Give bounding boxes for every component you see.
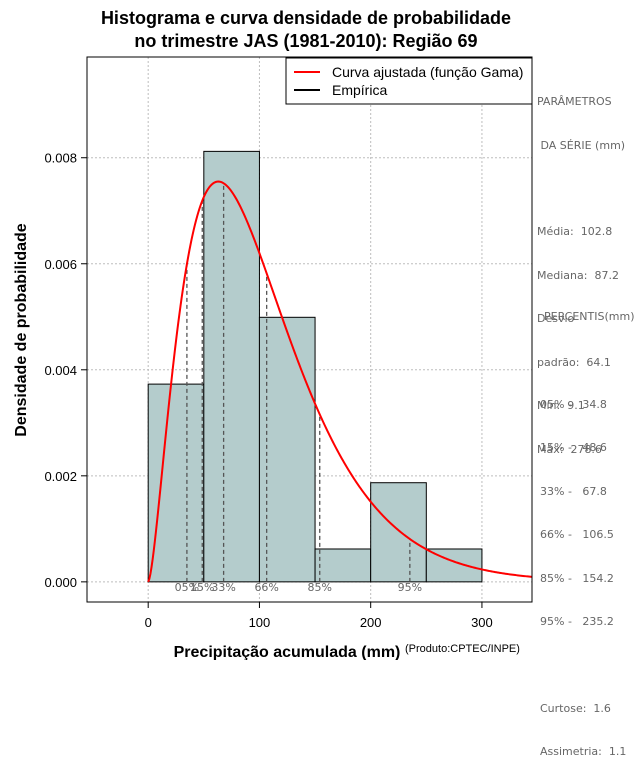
y-tick-label-2: 0.004 [44,363,77,378]
y-tick-label-4: 0.008 [44,151,77,166]
percentile-label-95%: 95% [398,581,422,594]
stats-header-2: DA SÉRIE (mm) [537,138,626,152]
x-tick-label-3: 300 [471,615,493,630]
percentile-label-85%: 85% [308,581,332,594]
percentil-95: 95% - 235.2 [540,615,614,628]
stat-min: Mín: 9.1 [537,399,585,412]
percentil-85: 85% - 154.2 [540,571,614,585]
percentil-66: 66% - 106.5 [540,528,614,541]
histogram-bar-3 [314,548,372,583]
histogram-bar-0 [147,383,205,583]
x-tick-label-0: 0 [145,615,152,630]
percentis-panel: PERCENTIS(mm) 05% - 34.8 15% - 48.6 33% … [540,281,635,774]
stat-curtose: Curtose: 1.6 [540,701,611,715]
legend-label-curve: Curva ajustada (função Gama) [332,64,523,80]
percentile-label-15%: 15% [190,581,214,594]
stat-mediana: Mediana: 87.2 [537,268,619,282]
legend: Curva ajustada (função Gama) Empírica [285,57,533,105]
y-tick-label-0: 0.000 [44,575,77,590]
y-axis-label: Densidade de probabilidade [13,223,30,436]
y-axis: 0.000 0.002 0.004 0.006 0.008 [44,151,87,590]
stat-desvio-label: Desvio [537,312,575,325]
stat-max: Máx: 278.6 [537,442,602,456]
chart-title-line1: Histograma e curva densidade de probabil… [101,8,511,28]
x-axis: 0 100 200 300 [145,602,493,630]
y-tick-label-1: 0.002 [44,469,77,484]
legend-box [285,57,533,105]
histogram-bar-1 [203,150,260,583]
percentile-label-66%: 66% [254,581,278,594]
percentis-header: PERCENTIS(mm) [544,310,635,323]
percentil-33: 33% - 67.8 [540,484,607,498]
percentil-05: 05% - 34.8 [540,397,607,411]
y-tick-label-3: 0.006 [44,257,77,272]
x-tick-label-1: 100 [249,615,271,630]
stats-panel: PARÂMETROS DA SÉRIE (mm) Média: 102.8 Me… [537,66,625,472]
plot-frame [86,56,533,603]
histogram-bars [147,150,483,583]
gamma-curve [147,180,533,583]
percentile-label-33%: 33% [211,581,235,594]
percentile-label-05%: 05% [175,581,199,594]
legend-label-empirica: Empírica [332,82,387,98]
chart-title-line2: no trimestre JAS (1981-2010): Região 69 [134,31,477,51]
histogram-chart: Histograma e curva densidade de probabil… [13,8,533,660]
x-axis-label: Precipitação acumulada (mm) [174,644,401,660]
x-tick-label-2: 200 [360,615,382,630]
stat-desvio-value: padrão: 64.1 [537,355,611,369]
stat-assimetria: Assimetria: 1.1 [540,745,627,758]
percentile-lines: 05%15%33% 66% 85% 95% [175,183,422,594]
stat-media: Média: 102.8 [537,225,613,238]
histogram-bar-2 [258,316,316,583]
stats-header-1: PARÂMETROS [537,95,612,108]
histogram-bar-4 [370,482,427,583]
product-credit: (Produto:CPTEC/INPE) [405,643,520,655]
gamma-curve-group [147,180,533,583]
percentil-15: 15% - 48.6 [540,441,607,454]
